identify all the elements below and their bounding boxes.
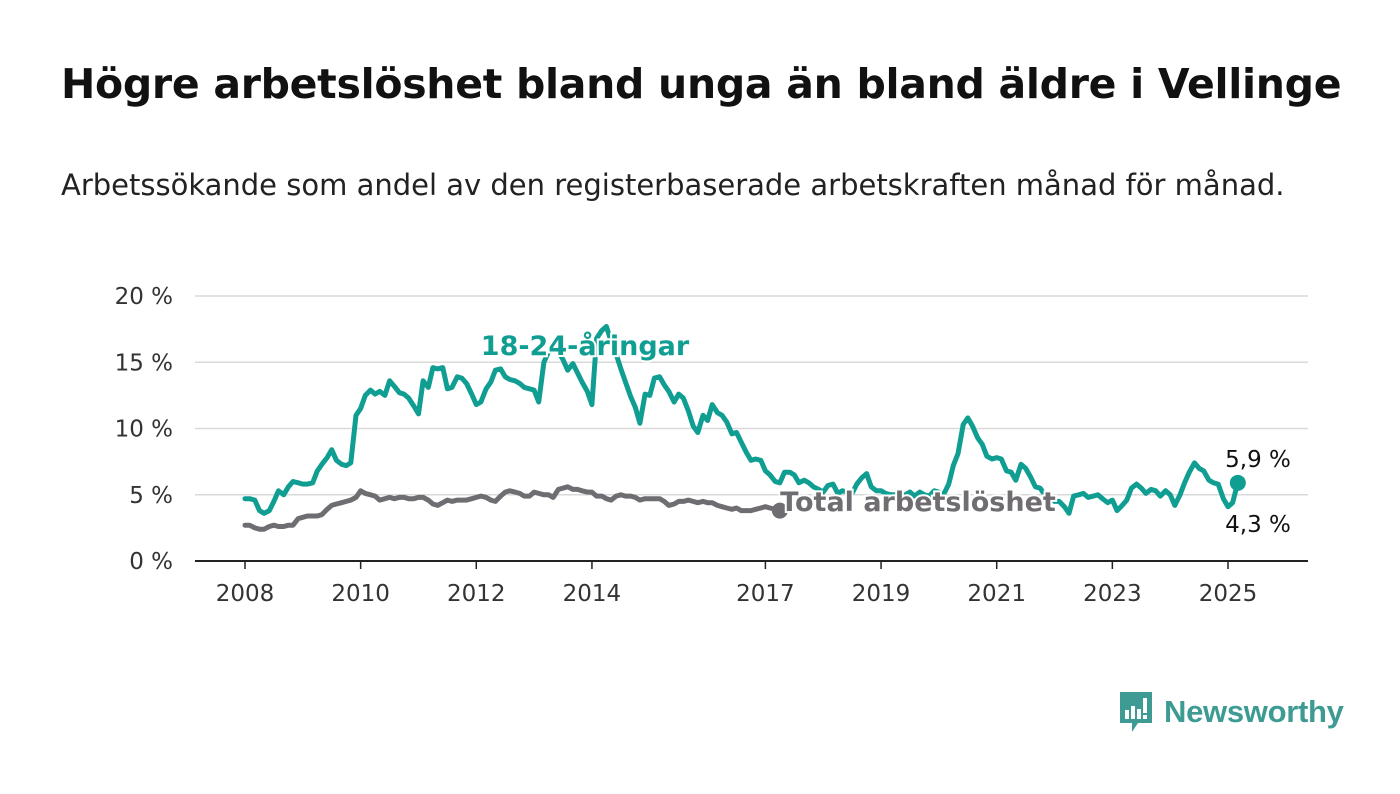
x-tick-label: 2010 [331, 581, 390, 607]
x-tick-label: 2021 [967, 581, 1026, 607]
y-tick-label: 10 % [115, 417, 173, 443]
series-line-total [242, 484, 783, 532]
x-tick-label: 2012 [447, 581, 506, 607]
x-axis-ticks: 2008 2010 2012 2014 2017 2019 2021 2023 2025 [216, 561, 1258, 607]
chart-title: Högre arbetslöshet bland unga än bland ä… [61, 60, 1342, 108]
y-tick-label: 15 % [115, 350, 173, 376]
x-tick-label: 2014 [563, 581, 622, 607]
series-lines [242, 324, 1246, 532]
y-tick-label: 5 % [129, 483, 173, 509]
x-tick-label: 2019 [852, 581, 911, 607]
y-tick-label: 0 % [129, 549, 173, 575]
end-point-total [771, 502, 788, 519]
end-point-youth [1229, 474, 1246, 491]
y-axis-ticks: 0 % 5 % 10 % 15 % 20 % [115, 284, 173, 575]
newsworthy-logo-icon [1120, 692, 1152, 732]
series-line-youth [242, 324, 1241, 516]
y-tick-label: 20 % [115, 284, 173, 310]
x-tick-label: 2008 [216, 581, 275, 607]
x-tick-label: 2023 [1083, 581, 1142, 607]
end-label-total: 4,3 % [1225, 512, 1291, 538]
end-label-youth: 5,9 % [1225, 447, 1291, 473]
series-label-youth: 18-24-åringar [481, 330, 690, 362]
newsworthy-logo: Newsworthy [1118, 690, 1344, 734]
brand-name: Newsworthy [1164, 694, 1344, 729]
x-tick-label: 2017 [736, 581, 795, 607]
x-tick-label: 2025 [1199, 581, 1258, 607]
chart-subtitle: Arbetssökande som andel av den registerb… [61, 168, 1285, 202]
grid-lines [195, 295, 1308, 562]
series-label-total: Total arbetslöshet [780, 487, 1056, 518]
